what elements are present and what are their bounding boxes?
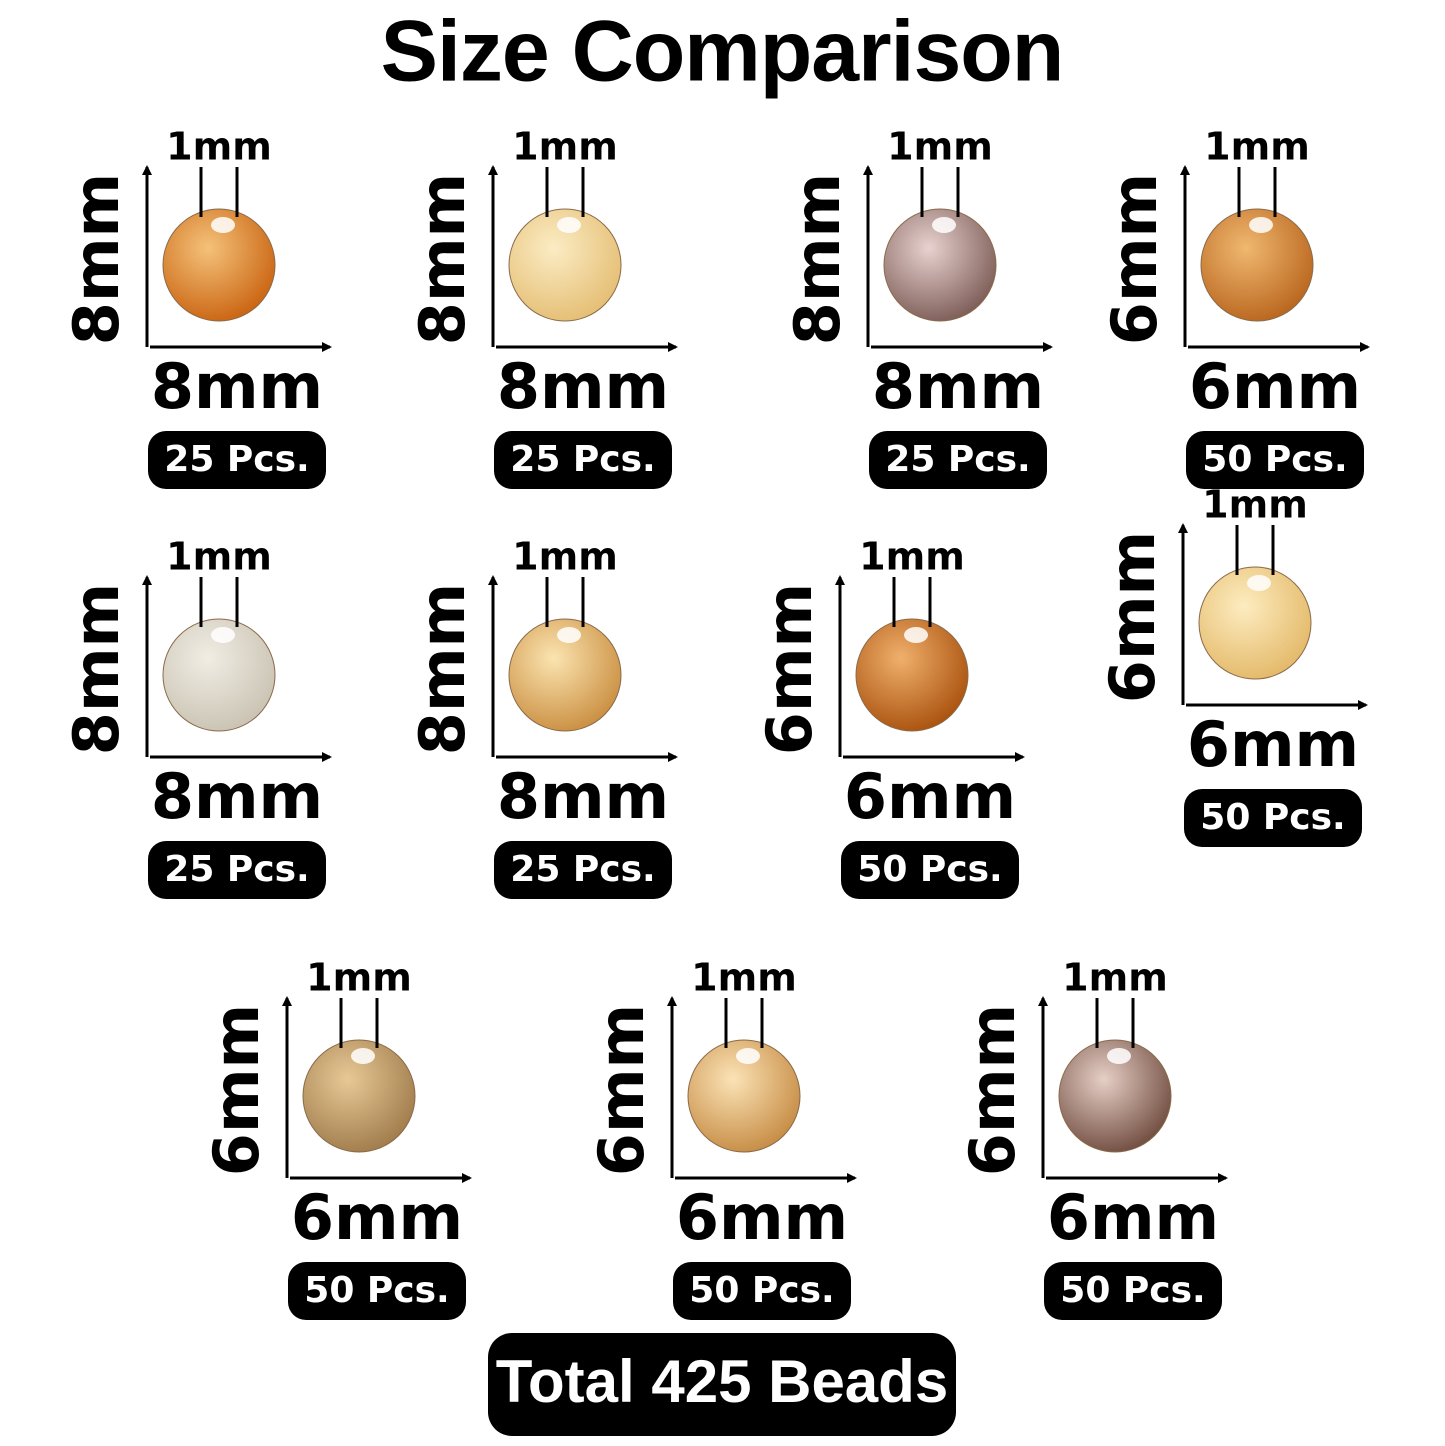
count-label: 25 Pcs. [164, 439, 309, 480]
hole-label: 1mm [512, 125, 618, 169]
bead-hole [932, 217, 956, 233]
total: Total 425 Beads [496, 1348, 948, 1415]
count-label: 50 Pcs. [1200, 797, 1345, 838]
bead [508, 208, 622, 322]
count-label: 50 Pcs. [1202, 439, 1347, 480]
count-label: 50 Pcs. [857, 849, 1002, 890]
width-label: 6mm [291, 1181, 463, 1254]
height-label: 6mm [1098, 173, 1171, 345]
hole-label: 1mm [306, 956, 412, 1000]
count-label: 50 Pcs. [689, 1270, 834, 1311]
height-label: 8mm [406, 583, 479, 755]
height-label: 8mm [60, 583, 133, 755]
count-label: 25 Pcs. [885, 439, 1030, 480]
width-label: 8mm [497, 350, 669, 423]
hole-label: 1mm [1062, 956, 1168, 1000]
width-label: 8mm [497, 760, 669, 833]
width-label: 6mm [844, 760, 1016, 833]
bead-hole [557, 217, 581, 233]
width-label: 6mm [1187, 708, 1359, 781]
bead-hole [351, 1048, 375, 1064]
count-label: 25 Pcs. [164, 849, 309, 890]
count-pill [869, 431, 1047, 489]
count-label: 50 Pcs. [1060, 1270, 1205, 1311]
count-pill [494, 431, 672, 489]
hole-label: 1mm [859, 535, 965, 579]
count-pill [494, 841, 672, 899]
height-label: 8mm [781, 173, 854, 345]
bead [162, 618, 276, 732]
bead [687, 1039, 801, 1153]
count-pill [148, 841, 326, 899]
title: Size Comparison [381, 4, 1064, 100]
height-label: 8mm [60, 173, 133, 345]
count-pill [1184, 789, 1362, 847]
count-pill [288, 1262, 466, 1320]
width-label: 6mm [1189, 350, 1361, 423]
count-pill [1186, 431, 1364, 489]
bead [162, 208, 276, 322]
bead [855, 618, 969, 732]
bead-hole [1249, 217, 1273, 233]
total-pill [488, 1333, 956, 1436]
hole-label: 1mm [166, 125, 272, 169]
count-label: 25 Pcs. [510, 439, 655, 480]
bead [508, 618, 622, 732]
count-label: 50 Pcs. [304, 1270, 449, 1311]
bead-hole [211, 217, 235, 233]
height-label: 6mm [956, 1004, 1029, 1176]
width-label: 8mm [151, 350, 323, 423]
height-label: 8mm [406, 173, 479, 345]
hole-label: 1mm [887, 125, 993, 169]
bead-hole [1247, 575, 1271, 591]
width-label: 8mm [151, 760, 323, 833]
width-label: 6mm [676, 1181, 848, 1254]
width-label: 8mm [872, 350, 1044, 423]
bead-hole [904, 627, 928, 643]
count-label: 25 Pcs. [510, 849, 655, 890]
count-pill [841, 841, 1019, 899]
bead [883, 208, 997, 322]
bead [1058, 1039, 1172, 1153]
bead [302, 1039, 416, 1153]
height-label: 6mm [1096, 531, 1169, 703]
count-pill [1044, 1262, 1222, 1320]
count-pill [673, 1262, 851, 1320]
count-pill [148, 431, 326, 489]
height-label: 6mm [585, 1004, 658, 1176]
bead-hole [557, 627, 581, 643]
hole-label: 1mm [166, 535, 272, 579]
bead [1198, 566, 1312, 680]
bead [1200, 208, 1314, 322]
hole-label: 1mm [1202, 483, 1308, 527]
height-label: 6mm [753, 583, 826, 755]
height-label: 6mm [200, 1004, 273, 1176]
bead-hole [211, 627, 235, 643]
hole-label: 1mm [691, 956, 797, 1000]
bead-hole [1107, 1048, 1131, 1064]
width-label: 6mm [1047, 1181, 1219, 1254]
bead-hole [736, 1048, 760, 1064]
hole-label: 1mm [1204, 125, 1310, 169]
hole-label: 1mm [512, 535, 618, 579]
